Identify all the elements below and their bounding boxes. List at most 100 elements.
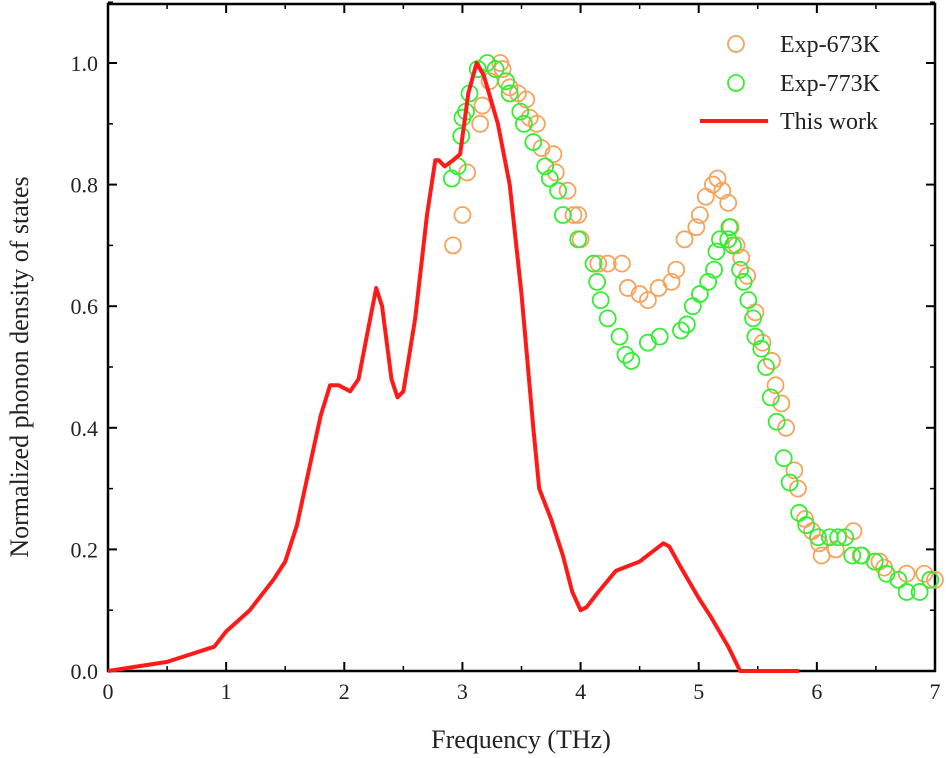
point-exp-773k (865, 552, 884, 571)
point-exp-673k (589, 254, 608, 273)
y-tick-label: 0.0 (71, 659, 99, 684)
point-exp-673k (667, 260, 686, 279)
series-exp-673k (444, 54, 944, 589)
point-exp-773k (707, 242, 726, 261)
point-exp-773k (780, 473, 799, 492)
x-tick-label: 6 (811, 679, 822, 704)
point-exp-773k (889, 570, 908, 589)
y-axis-label: Normalized phonon density of states (5, 176, 34, 557)
point-exp-673k (558, 181, 577, 200)
point-exp-673k (690, 206, 709, 224)
legend-label-exp-673k: Exp-673K (780, 32, 881, 58)
legend-label-exp-773k: Exp-773K (780, 71, 881, 97)
point-exp-773k (752, 339, 771, 358)
point-exp-773k (836, 528, 855, 547)
point-exp-773k (731, 260, 749, 279)
point-exp-673k (493, 60, 512, 78)
point-exp-673k (926, 570, 944, 589)
series-this-work (107, 61, 800, 673)
point-exp-773k (650, 327, 669, 346)
point-exp-673k (544, 145, 563, 164)
point-exp-673k (777, 418, 796, 437)
point-exp-773k (774, 449, 793, 468)
point-exp-673k (785, 461, 804, 480)
point-exp-773k (744, 309, 762, 328)
line-this-work (107, 61, 800, 673)
y-tick-label: 0.4 (71, 416, 99, 441)
point-exp-773k (672, 321, 690, 340)
point-exp-673k (810, 534, 829, 553)
point-exp-673k (473, 96, 492, 115)
point-exp-673k (471, 114, 490, 133)
point-exp-673k (546, 163, 565, 182)
point-exp-773k (500, 84, 519, 103)
point-exp-773k (610, 327, 629, 346)
point-exp-773k (757, 358, 775, 376)
point-exp-773k (514, 114, 533, 133)
point-exp-773k (549, 181, 568, 200)
point-exp-773k (524, 133, 543, 151)
point-exp-773k (591, 291, 610, 310)
point-exp-673k (527, 114, 546, 133)
point-exp-773k (724, 236, 742, 255)
point-exp-773k (683, 297, 702, 316)
point-exp-773k (584, 254, 603, 273)
point-exp-773k (598, 309, 617, 328)
point-exp-773k (616, 345, 635, 364)
point-exp-673k (675, 230, 694, 249)
point-exp-773k (468, 60, 487, 78)
point-exp-773k (678, 315, 696, 334)
point-exp-673k (453, 206, 472, 224)
point-exp-773k (897, 583, 916, 601)
point-exp-773k (809, 528, 827, 547)
x-tick-label: 1 (221, 679, 232, 704)
point-exp-773k (921, 570, 940, 589)
axis-ticks: 0 1 2 3 4 5 6 7 0.0 0.2 0.4 0.6 0.8 1.0 (71, 1, 941, 704)
x-tick-label: 5 (693, 679, 704, 704)
x-tick-label: 3 (457, 679, 468, 704)
point-exp-773k (829, 528, 848, 547)
x-tick-label: 4 (575, 679, 586, 704)
y-tick-label: 0.6 (71, 294, 99, 319)
point-exp-773k (797, 516, 816, 534)
point-exp-673k (564, 206, 583, 224)
point-exp-773k (540, 169, 559, 188)
point-exp-773k (761, 388, 780, 407)
point-exp-773k (843, 546, 862, 565)
point-exp-773k (486, 60, 505, 78)
point-exp-673k (687, 218, 706, 237)
point-exp-673k (598, 254, 617, 273)
point-exp-673k (613, 254, 631, 273)
point-exp-773k (705, 260, 723, 279)
point-exp-673k (732, 248, 751, 267)
legend-marker-exp-773k (727, 74, 745, 92)
point-exp-773k (553, 206, 572, 224)
point-exp-673k (662, 272, 681, 291)
x-tick-label: 0 (103, 679, 114, 704)
point-exp-673k (915, 564, 934, 583)
point-exp-773k (720, 218, 739, 237)
point-exp-773k (588, 272, 607, 291)
y-tick-label: 1.0 (71, 51, 99, 76)
point-exp-773k (734, 272, 753, 291)
y-tick-label: 0.8 (71, 173, 99, 198)
legend-label-this-work: This work (780, 109, 878, 135)
point-exp-673k (458, 163, 477, 182)
series-exp-773k (442, 54, 940, 601)
point-exp-673k (763, 352, 781, 370)
point-exp-773k (536, 157, 555, 176)
point-exp-673k (639, 291, 657, 310)
point-exp-673k (772, 394, 791, 413)
y-tick-label: 0.2 (71, 537, 99, 562)
x-tick-label: 2 (339, 679, 350, 704)
point-exp-773k (690, 285, 709, 303)
legend-marker-exp-673k (727, 35, 745, 53)
x-axis-label: Frequency (THz) (431, 725, 611, 754)
point-exp-673k (708, 169, 727, 188)
series-layer (107, 54, 944, 673)
point-exp-773k (497, 72, 516, 91)
point-exp-673k (444, 236, 462, 255)
point-exp-673k (703, 175, 722, 194)
legend: Exp-673K Exp-773K This work (700, 32, 881, 135)
